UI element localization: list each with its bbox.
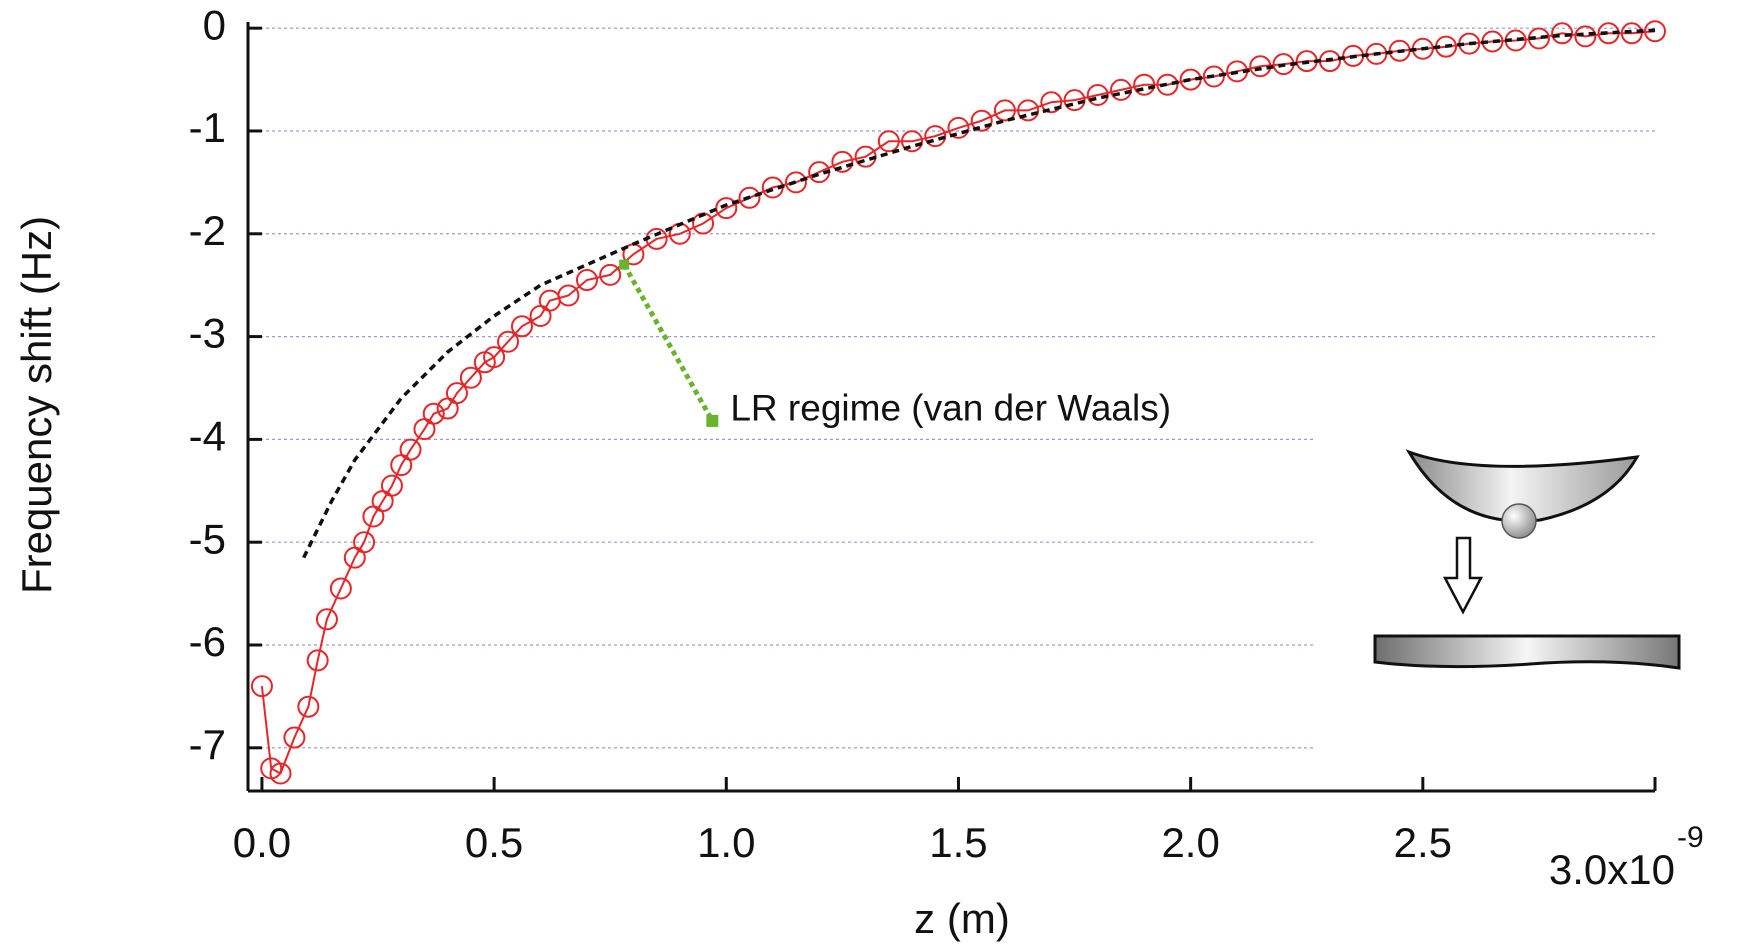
data-point — [315, 608, 338, 631]
y-tick-label: -4 — [189, 412, 226, 459]
data-point — [306, 649, 329, 672]
plot-area — [250, 20, 1666, 785]
y-tick-label: -2 — [189, 207, 226, 254]
sample — [1373, 634, 1681, 670]
data-point — [399, 438, 422, 461]
x-axis-title: z (m) — [914, 895, 1010, 942]
data-point — [497, 330, 520, 353]
tip — [1405, 449, 1640, 523]
data-point — [738, 186, 761, 209]
annotation-marker — [706, 414, 719, 427]
data-point — [459, 366, 482, 389]
annotation-marker — [619, 259, 630, 270]
y-tick-label: -1 — [189, 104, 226, 151]
data-point — [297, 695, 320, 718]
x-tick-label: 3.0x10 — [1549, 846, 1675, 893]
tip-apex — [1501, 503, 1537, 539]
x-tick-label: 0.0 — [233, 819, 291, 866]
x-exponent: -9 — [1677, 821, 1704, 854]
fit-curve — [302, 28, 1656, 559]
approach-arrow — [1442, 536, 1484, 615]
data-point — [970, 109, 993, 132]
data-point — [1202, 65, 1225, 88]
data-point — [993, 99, 1016, 122]
x-tick-label: 2.5 — [1394, 819, 1452, 866]
data-point — [329, 577, 352, 600]
x-tick-label: 1.5 — [929, 819, 987, 866]
data-point — [1133, 73, 1156, 96]
annotation-pointer — [621, 263, 715, 423]
data-point — [1551, 22, 1574, 45]
data-point — [715, 197, 738, 220]
data-point — [1156, 73, 1179, 96]
data-point — [575, 269, 598, 292]
data-point — [1040, 91, 1063, 114]
x-tick-label: 1.0 — [697, 819, 755, 866]
data-point — [445, 382, 468, 405]
data-point — [483, 346, 506, 369]
y-tick-label: 0 — [203, 1, 226, 48]
data-point — [1574, 25, 1597, 48]
data-point — [510, 315, 533, 338]
data-line — [260, 30, 1656, 775]
data-point — [1644, 20, 1666, 43]
inset-illustration — [1373, 449, 1681, 670]
data-point — [947, 116, 970, 139]
data-point — [784, 171, 807, 194]
data-point — [831, 150, 854, 173]
data-point — [901, 130, 924, 153]
data-point — [380, 474, 403, 497]
data-point — [283, 726, 306, 749]
y-tick-label: -5 — [189, 515, 226, 562]
data-point — [422, 402, 445, 425]
y-tick-label: -3 — [189, 310, 226, 357]
x-tick-label: 0.5 — [465, 819, 523, 866]
data-point — [599, 263, 622, 286]
data-point — [353, 531, 376, 554]
data-point — [269, 762, 292, 785]
annotation-text: LR regime (van der Waals) — [730, 388, 1171, 429]
data-point — [1063, 89, 1086, 112]
data-point — [1620, 22, 1643, 45]
grid — [248, 27, 1655, 749]
y-tick-label: -7 — [189, 721, 226, 768]
y-axis-title: Frequency shift (Hz) — [13, 216, 60, 594]
data-point — [1017, 99, 1040, 122]
data-point — [924, 125, 947, 148]
data-point — [877, 130, 900, 153]
data-point — [557, 284, 580, 307]
y-tick-label: -6 — [189, 618, 226, 665]
data-point — [250, 675, 273, 698]
x-tick-label: 2.0 — [1161, 819, 1219, 866]
